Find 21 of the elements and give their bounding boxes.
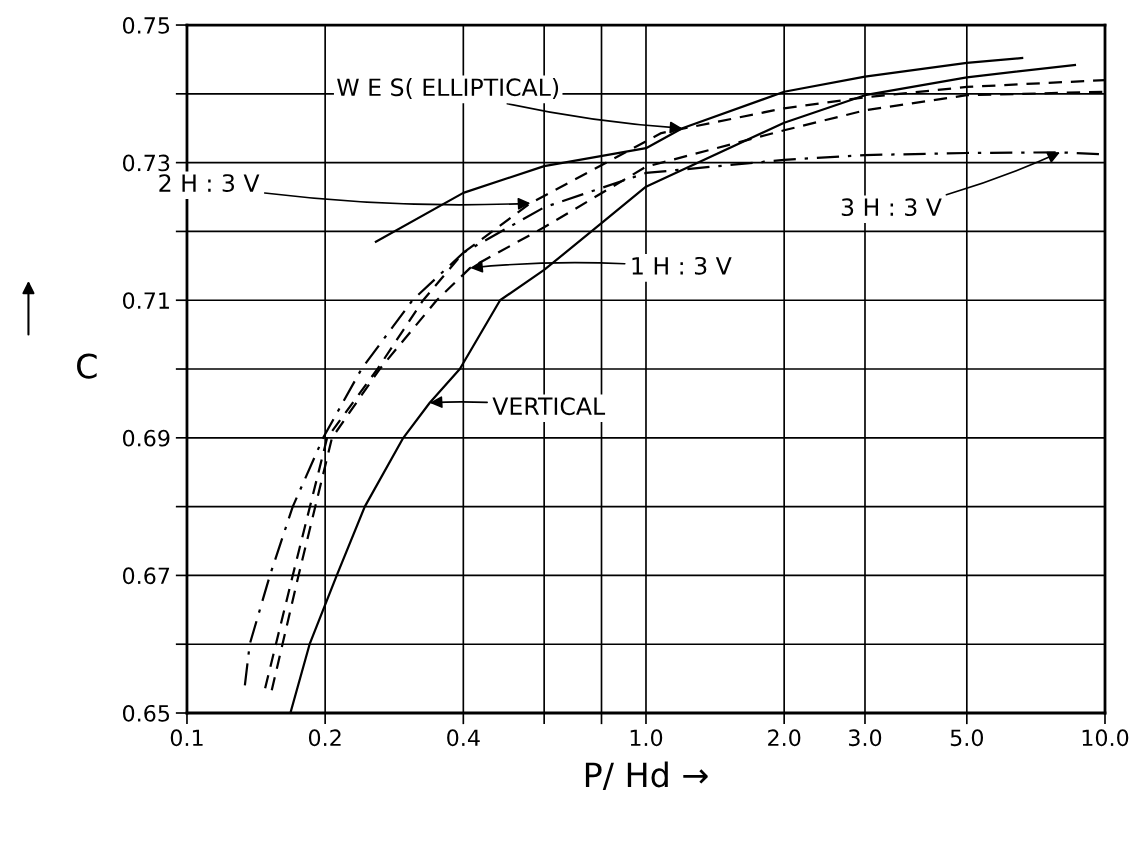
y-tick-label: 0.71 [122, 292, 169, 309]
annotation: 1 H : 3 V [632, 256, 732, 275]
annotation: VERTICAL [492, 397, 606, 416]
x-tick-label: 3.0 [849, 729, 882, 747]
x-tick-label: 1.0 [630, 729, 663, 747]
y-tick-label: 0.65 [122, 704, 170, 722]
y-tick-label: 0.69 [122, 429, 170, 447]
x-tick-label: 0.4 [447, 729, 480, 747]
y-axis-title: C [77, 353, 97, 379]
x-tick-label: 0.1 [170, 729, 203, 747]
y-tick-label: 0.67 [122, 567, 170, 585]
annotation: W E S( ELLIPTICAL) [337, 77, 559, 99]
annotation: 3 H : 3 V [841, 198, 942, 217]
x-tick-label: 2.0 [768, 729, 801, 747]
y-tick-label: 0.75 [122, 16, 170, 34]
y-tick-label: 0.73 [122, 154, 170, 172]
x-tick-label: 10.0 [1082, 729, 1129, 747]
x-axis-title: P/ Hd → [585, 761, 708, 791]
annotation: 2 H : 3 V [159, 174, 260, 193]
x-tick-label: 5.0 [950, 729, 984, 747]
x-tick-label: 0.2 [308, 729, 341, 747]
